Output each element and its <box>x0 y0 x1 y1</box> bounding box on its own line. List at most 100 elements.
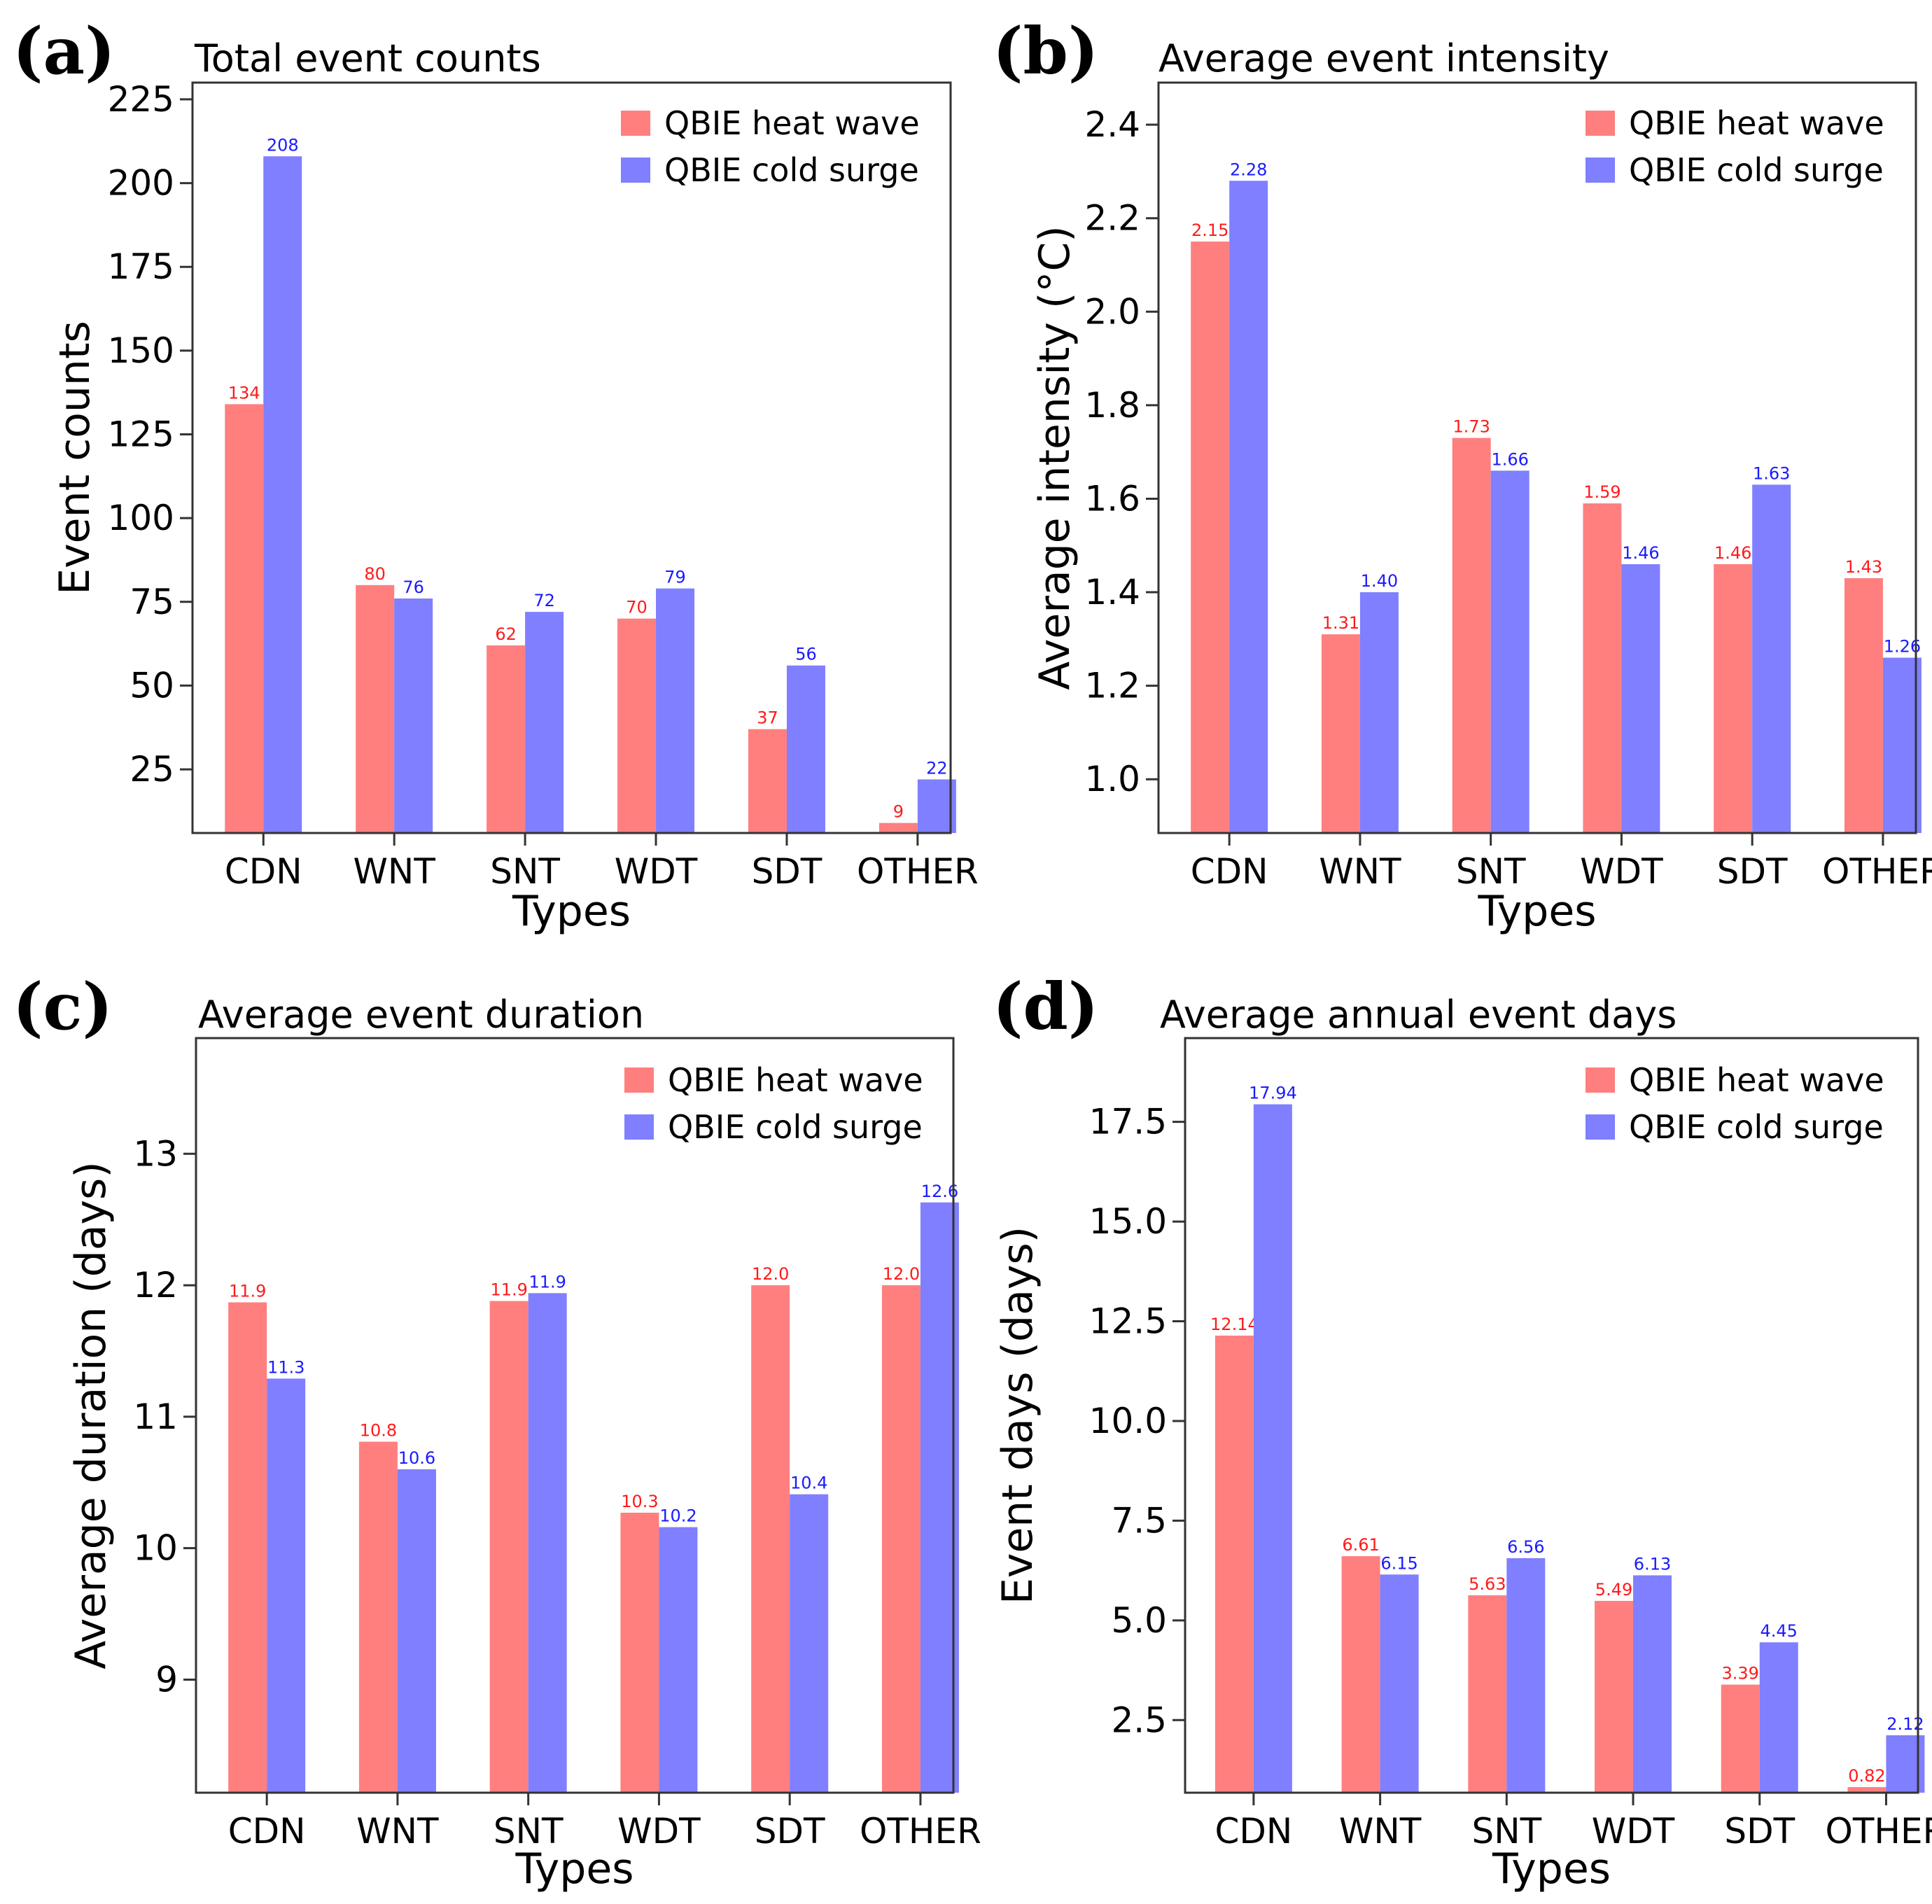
cold-surge-bar <box>1752 484 1791 833</box>
panel-title: Average event duration <box>198 993 644 1037</box>
panel-title: Average annual event days <box>1160 993 1676 1037</box>
heat-wave-data-label: 1.46 <box>1714 543 1751 563</box>
y-tick-label: 1.6 <box>1084 478 1140 519</box>
heat-wave-bar <box>358 1441 398 1793</box>
x-tick-label: CDN <box>225 851 302 892</box>
heat-wave-bar <box>225 404 264 833</box>
x-tick-label: SNT <box>493 1811 564 1851</box>
x-tick-label: CDN <box>228 1811 306 1851</box>
cold-surge-data-label: 11.9 <box>528 1272 566 1292</box>
y-tick-label: 1.4 <box>1084 572 1140 612</box>
cold-surge-data-label: 11.3 <box>267 1357 304 1377</box>
y-tick-label: 15.0 <box>1089 1201 1167 1242</box>
y-tick-label: 17.5 <box>1089 1102 1167 1142</box>
cold-surge-data-label: 10.2 <box>659 1506 696 1526</box>
heat-wave-bar <box>1321 634 1360 833</box>
cold-surge-bar <box>790 1494 829 1793</box>
heat-wave-data-label: 3.39 <box>1722 1664 1759 1684</box>
plot-frame <box>1184 1037 1919 1794</box>
heat-wave-data-label: 11.9 <box>490 1280 527 1300</box>
x-tick-label: WDT <box>1592 1811 1675 1851</box>
cold-surge-bar <box>1380 1574 1419 1793</box>
x-tick-label: WDT <box>1580 851 1663 892</box>
y-tick-label: 2.5 <box>1111 1700 1167 1740</box>
y-tick-label: 150 <box>108 330 174 371</box>
cold-surge-data-label: 79 <box>664 568 686 587</box>
cold-surge-bar <box>263 156 302 834</box>
legend: QBIE heat wave QBIE cold surge <box>621 104 920 189</box>
heat-wave-data-label: 10.3 <box>621 1492 658 1511</box>
heat-wave-bar <box>881 1285 920 1793</box>
heat-wave-bar <box>878 822 918 833</box>
cold-surge-data-label: 6.15 <box>1380 1553 1418 1573</box>
cold-surge-bar <box>786 665 825 833</box>
y-tick-label: 2.0 <box>1084 291 1140 332</box>
x-axis-label: Types <box>1477 887 1596 936</box>
y-tick-label: 25 <box>130 749 174 790</box>
y-tick-label: 10 <box>133 1528 178 1569</box>
y-tick-label: 7.5 <box>1111 1500 1167 1541</box>
heat-wave-bar <box>1844 578 1883 833</box>
heat-wave-data-label: 10.8 <box>360 1421 397 1441</box>
cold-surge-bar <box>659 1527 698 1793</box>
x-tick-label: SNT <box>1456 851 1526 892</box>
heat-wave-bar <box>1583 503 1622 833</box>
heat-wave-bar <box>1341 1556 1380 1793</box>
heat-wave-data-label: 80 <box>364 564 386 584</box>
cold-surge-data-label: 56 <box>795 645 817 664</box>
cold-surge-data-label: 1.66 <box>1491 449 1528 469</box>
plot-frame <box>191 81 952 834</box>
cold-surge-data-label: 22 <box>926 758 948 778</box>
y-axis-label: Event days (days) <box>993 1226 1042 1604</box>
heat-wave-bar <box>1214 1336 1254 1793</box>
cold-surge-data-label: 12.6 <box>921 1182 958 1201</box>
y-tick-label: 75 <box>130 582 174 622</box>
x-axis-label: Types <box>514 1844 634 1893</box>
cold-surge-data-label: 1.26 <box>1884 637 1921 657</box>
cold-surge-bar <box>1253 1104 1292 1793</box>
y-tick-label: 50 <box>130 665 174 706</box>
y-tick-label: 12 <box>133 1265 178 1306</box>
heat-wave-bar <box>1595 1600 1634 1793</box>
y-tick-label: 1.2 <box>1084 666 1140 706</box>
x-tick-label: WNT <box>1339 1811 1422 1851</box>
heat-wave-bar <box>617 618 657 833</box>
cold-surge-data-label: 72 <box>533 591 555 610</box>
legend-label-cold-surge: QBIE cold surge <box>1629 1108 1884 1146</box>
cold-surge-bar <box>1633 1575 1672 1793</box>
heat-wave-bar <box>1468 1595 1507 1793</box>
heat-wave-data-label: 12.0 <box>883 1264 920 1284</box>
x-tick-label: OTHER <box>1822 851 1932 892</box>
heat-wave-bar <box>486 645 526 833</box>
y-axis-label: Average duration (days) <box>66 1161 115 1669</box>
x-tick-label: OTHER <box>857 851 979 892</box>
y-tick-label: 175 <box>108 246 174 287</box>
legend: QBIE heat wave QBIE cold surge <box>1586 104 1884 189</box>
heat-wave-data-label: 1.43 <box>1845 557 1882 577</box>
plot-frame <box>195 1037 955 1794</box>
panel-a: (a) Total event counts 134 80 62 70 37 9 208 76 72… <box>13 13 979 936</box>
x-tick-label: WDT <box>615 851 698 892</box>
heat-wave-data-label: 1.73 <box>1452 417 1490 437</box>
cold-surge-bar <box>1621 564 1660 833</box>
legend-swatch-heat-wave <box>1586 111 1615 136</box>
panel-label: (c) <box>13 969 113 1044</box>
x-tick-label: SNT <box>490 851 560 892</box>
cold-surge-data-label: 1.63 <box>1753 463 1790 483</box>
x-tick-label: SDT <box>752 851 822 892</box>
y-tick-label: 1.0 <box>1084 759 1140 799</box>
x-tick-label: SNT <box>1471 1811 1541 1851</box>
y-tick-label: 10.0 <box>1089 1401 1167 1441</box>
legend-label-heat-wave: QBIE heat wave <box>664 104 920 142</box>
x-tick-label: CDN <box>1214 1811 1292 1851</box>
y-tick-label: 9 <box>155 1659 178 1700</box>
y-tick-label: 11 <box>133 1396 178 1437</box>
x-tick-label: OTHER <box>860 1811 981 1851</box>
cold-surge-data-label: 76 <box>402 578 424 597</box>
y-tick-label: 200 <box>108 163 174 204</box>
panel-c: (c) Average event duration 11.9 10.8 11.9 10.… <box>13 969 981 1893</box>
x-tick-label: WNT <box>1319 851 1401 892</box>
y-tick-label: 100 <box>108 498 174 538</box>
heat-wave-data-label: 2.15 <box>1191 220 1228 240</box>
